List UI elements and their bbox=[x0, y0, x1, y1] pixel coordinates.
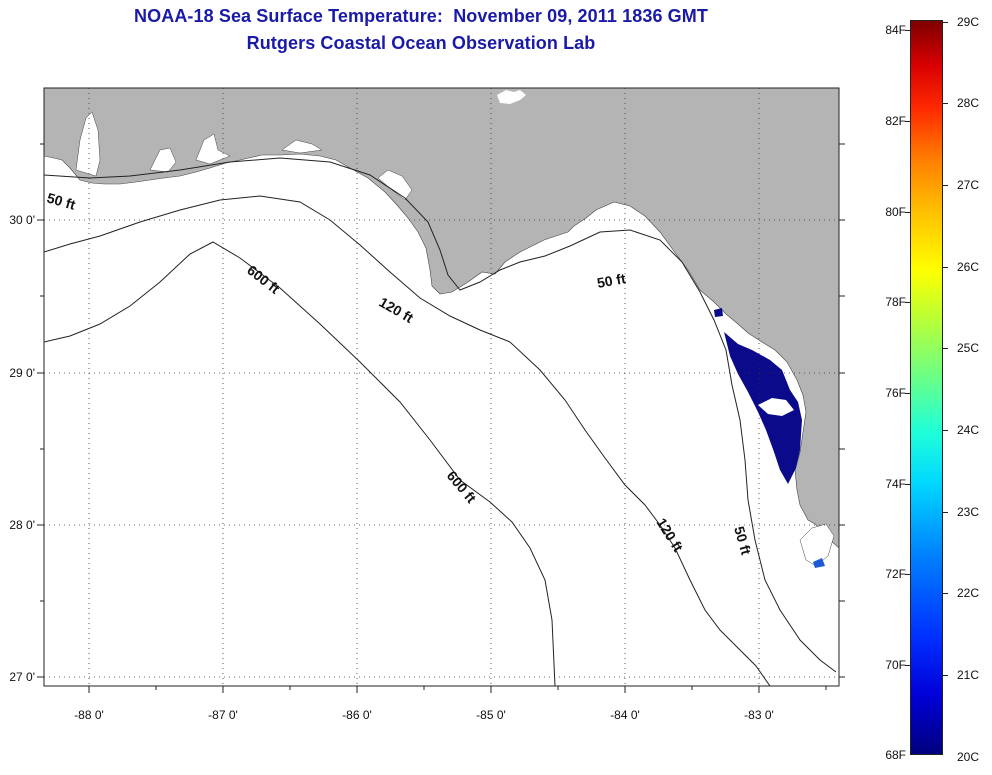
temperature-colorbar bbox=[910, 20, 943, 755]
lon-label: -88 0' bbox=[74, 708, 104, 722]
colorbar-f-label: 70F bbox=[885, 658, 906, 672]
colorbar-c-label: 23C bbox=[957, 505, 980, 519]
colorbar-f-label: 72F bbox=[885, 567, 906, 581]
bay-west bbox=[75, 111, 101, 177]
colorbar-c-label: 25C bbox=[957, 341, 980, 355]
contour-label-50ft: 50 ft bbox=[731, 524, 754, 556]
sst-patch-gap bbox=[758, 398, 794, 416]
colorbar-c-label: 24C bbox=[957, 423, 980, 437]
colorbar-c-label: 22C bbox=[957, 586, 980, 600]
bay-choctaw bbox=[195, 133, 231, 165]
contour-label-50ft: 50 ft bbox=[45, 190, 77, 213]
bay-stjoe bbox=[281, 139, 323, 154]
lat-labels: 30 0' 29 0' 28 0' 27 0' bbox=[9, 213, 35, 684]
contour-600ft bbox=[44, 241, 556, 686]
colorbar-f-label: 80F bbox=[885, 205, 906, 219]
contour-label-50ft: 50 ft bbox=[596, 270, 627, 291]
colorbar-f-label: 84F bbox=[885, 23, 906, 37]
colorbar-c-label: 28C bbox=[957, 96, 980, 110]
colorbar-tick bbox=[943, 593, 948, 594]
lon-label: -83 0' bbox=[744, 708, 774, 722]
colorbar-c-label: 27C bbox=[957, 178, 980, 192]
sst-patch-small bbox=[714, 308, 723, 317]
lon-label: -86 0' bbox=[342, 708, 372, 722]
contour-50ft bbox=[44, 157, 837, 673]
colorbar-tick bbox=[905, 484, 910, 485]
colorbar-tick bbox=[943, 430, 948, 431]
contour-120ft bbox=[44, 195, 771, 686]
sst-patch-tampa bbox=[813, 558, 825, 568]
inland-lake bbox=[497, 90, 526, 104]
colorbar-tick bbox=[943, 103, 948, 104]
colorbar-f-label: 68F bbox=[885, 748, 906, 762]
colorbar-tick bbox=[943, 512, 948, 513]
colorbar-tick bbox=[905, 393, 910, 394]
colorbar-tick bbox=[943, 185, 948, 186]
colorbar-tick bbox=[943, 22, 948, 23]
land-mass bbox=[44, 88, 839, 549]
map-svg: -88 0' -87 0' -86 0' -85 0' -84 0' -83 0… bbox=[9, 87, 845, 722]
lat-label: 27 0' bbox=[9, 670, 35, 684]
axis-ticks bbox=[37, 143, 845, 693]
colorbar-tick bbox=[943, 348, 948, 349]
colorbar-c-label: 29C bbox=[957, 15, 980, 29]
colorbar-tick bbox=[905, 30, 910, 31]
colorbar-f-label: 76F bbox=[885, 386, 906, 400]
lon-label: -85 0' bbox=[476, 708, 506, 722]
colorbar-tick bbox=[905, 574, 910, 575]
colorbar-c-label: 26C bbox=[957, 260, 980, 274]
colorbar-f-label: 82F bbox=[885, 114, 906, 128]
colorbar-c-label: 21C bbox=[957, 668, 980, 682]
colorbar-f-label: 74F bbox=[885, 477, 906, 491]
lat-label: 30 0' bbox=[9, 213, 35, 227]
lon-labels: -88 0' -87 0' -86 0' -85 0' -84 0' -83 0… bbox=[74, 708, 774, 722]
colorbar-f-label: 78F bbox=[885, 295, 906, 309]
map-title: NOAA-18 Sea Surface Temperature: Novembe… bbox=[134, 6, 708, 26]
lat-label: 29 0' bbox=[9, 366, 35, 380]
lon-label: -87 0' bbox=[208, 708, 238, 722]
colorbar-tick bbox=[943, 267, 948, 268]
colorbar-tick bbox=[943, 675, 948, 676]
map-area: -88 0' -87 0' -86 0' -85 0' -84 0' -83 0… bbox=[9, 87, 845, 722]
lat-label: 28 0' bbox=[9, 518, 35, 532]
map-frame bbox=[43, 87, 840, 687]
colorbar-tick bbox=[905, 302, 910, 303]
colorbar-tick bbox=[905, 665, 910, 666]
lon-label: -84 0' bbox=[610, 708, 640, 722]
colorbar-tick bbox=[905, 121, 910, 122]
map-subtitle: Rutgers Coastal Ocean Observation Lab bbox=[246, 33, 596, 53]
bay-tampa bbox=[799, 523, 835, 567]
colorbar-tick bbox=[905, 212, 910, 213]
colorbar-c-label: 20C bbox=[957, 750, 980, 764]
